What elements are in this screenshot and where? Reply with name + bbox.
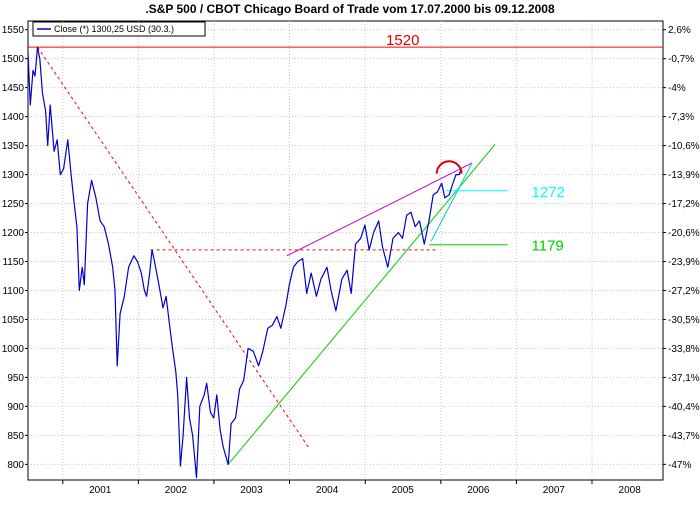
y2-tick-label: -10,6% [668,141,700,152]
y-tick-label: 950 [7,373,24,384]
trendline [430,162,473,242]
y-tick-label: 1400 [2,112,25,123]
x-tick-label: 2004 [316,485,339,496]
x-tick-label: 2006 [467,485,490,496]
y2-tick-label: -30,5% [668,315,700,326]
level-label-1520: 1520 [386,32,419,49]
chart-title: .S&P 500 / CBOT Chicago Board of Trade v… [145,2,555,16]
y2-tick-label: -23,9% [668,257,700,268]
trendline [286,162,473,257]
y2-tick-label: -17,2% [668,199,700,210]
y-tick-label: 1550 [2,25,25,36]
plot-frame [27,20,664,481]
x-tick-label: 2001 [89,485,112,496]
y-tick-label: 1050 [2,315,25,326]
y-tick-label: 800 [7,460,24,471]
y2-tick-label: -33,8% [668,344,700,355]
x-tick-label: 2005 [392,485,415,496]
trendline [227,144,496,465]
top-arc [435,160,463,174]
y-tick-label: 900 [7,402,24,413]
y-tick-label: 1500 [2,54,25,65]
y-tick-label: 1350 [2,141,25,152]
series-line-close [27,46,462,479]
y2-tick-label: -0,7% [668,54,694,65]
y-tick-label: 1150 [2,257,24,268]
legend-label: Close (*) 1300,25 USD (30.3.) [54,24,174,34]
x-tick-label: 2007 [543,485,566,496]
x-tick-label: 2008 [619,485,642,496]
x-tick-label: 2003 [240,485,263,496]
y2-tick-label: 2,6% [668,25,691,36]
level-label-1179: 1179 [532,238,564,255]
y-tick-label: 1100 [2,286,24,297]
y-tick-label: 1450 [2,83,25,94]
y2-tick-label: -47% [668,460,691,471]
y2-tick-label: -27,2% [668,286,700,297]
y-tick-label: 1000 [2,344,25,355]
x-tick-label: 2002 [165,485,188,496]
level-label-1272: 1272 [532,184,565,201]
y-tick-label: 1300 [2,170,25,181]
y-tick-label: 850 [7,431,24,442]
y2-tick-label: -20,6% [668,228,700,239]
legend-box [32,21,206,37]
y2-tick-label: -13,9% [668,170,700,181]
plot-area: 800 850 900 950 1000 1050 1100 1150 1200 1250 1300… [2,20,700,496]
y-tick-label: 1200 [2,228,25,239]
y2-tick-label: -7,3% [668,112,694,123]
trendline [37,46,309,448]
y2-tick-label: -4% [668,83,686,94]
y2-tick-label: -37,1% [668,373,700,384]
legend: Close (*) 1300,25 USD (30.3.) [32,21,206,37]
y-tick-label: 1250 [2,199,25,210]
y2-tick-label: -43,7% [668,431,700,442]
y2-tick-label: -40,4% [668,402,700,413]
